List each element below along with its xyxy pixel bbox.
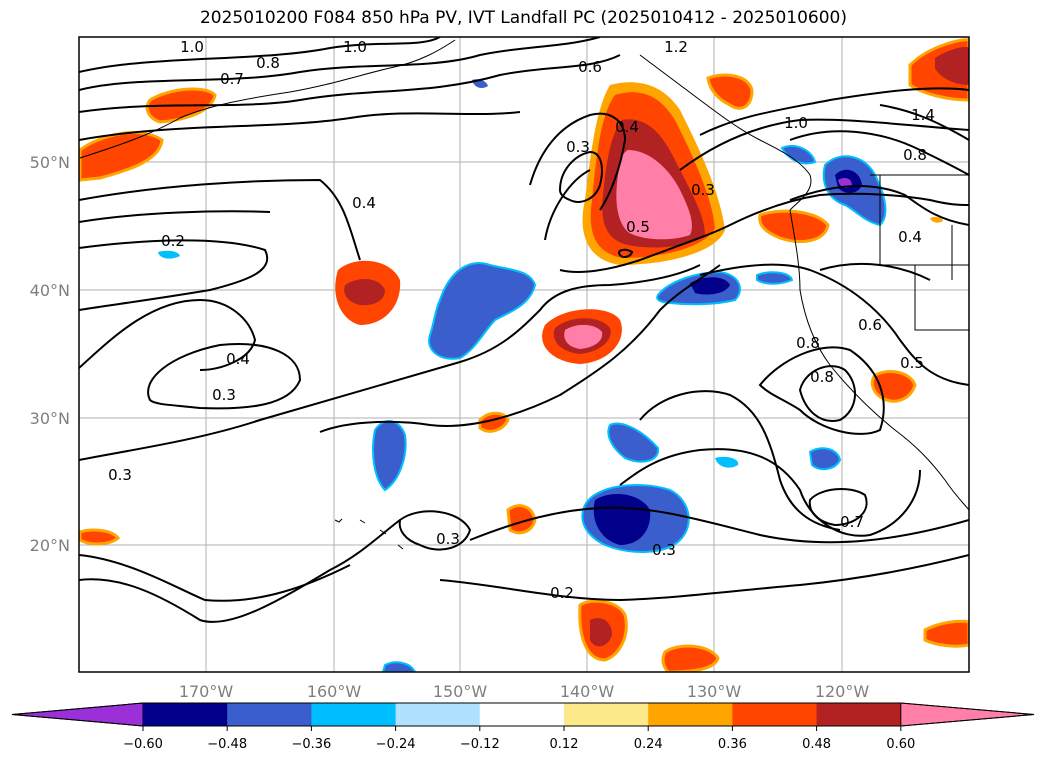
contour-label: 1.0 bbox=[180, 38, 204, 56]
map-title: 2025010200 F084 850 hPa PV, IVT Landfall… bbox=[199, 8, 847, 28]
contour-label: 0.8 bbox=[810, 368, 834, 386]
colorbar-extend-max bbox=[900, 702, 1035, 727]
lon-tick-label: 170°W bbox=[179, 682, 234, 701]
contour-label-group: 1.0 1.0 1.2 0.7 0.8 0.6 0.4 0.3 0.5 0.3 … bbox=[108, 38, 935, 602]
pv-blob-positive bbox=[79, 131, 164, 182]
lon-tick-label: 150°W bbox=[433, 682, 488, 701]
lon-tick-label: 160°W bbox=[307, 682, 362, 701]
colorbar-swatch bbox=[227, 703, 312, 726]
pv-blob-negative bbox=[607, 422, 660, 463]
colorbar: −0.60 −0.48 −0.36 −0.24 −0.12 0.12 0.24 0.36 0.4… bbox=[11, 702, 1035, 752]
lat-tick-label: 40°N bbox=[30, 281, 70, 300]
contour-label: 0.4 bbox=[226, 350, 250, 368]
contour-label: 0.6 bbox=[858, 316, 882, 334]
colorbar-swatch bbox=[564, 703, 649, 726]
contour-label: 1.2 bbox=[664, 38, 688, 56]
contour-label: 0.4 bbox=[352, 194, 376, 212]
colorbar-tick-label: 0.60 bbox=[886, 737, 915, 752]
colorbar-tick-label: 0.24 bbox=[634, 737, 663, 752]
lat-axis: 50°N 40°N 30°N 20°N bbox=[30, 153, 70, 555]
contour-label: 0.3 bbox=[212, 386, 236, 404]
colorbar-swatch bbox=[143, 703, 228, 726]
colorbar-tick-label: −0.36 bbox=[291, 737, 331, 752]
colorbar-tick-label: −0.48 bbox=[207, 737, 247, 752]
colorbar-swatch bbox=[816, 703, 902, 726]
lon-axis: 170°W 160°W 150°W 140°W 130°W 120°W bbox=[179, 682, 870, 701]
contour-label: 0.4 bbox=[615, 118, 639, 136]
contour-lines bbox=[79, 37, 969, 623]
map-plot-area bbox=[79, 37, 969, 672]
colorbar-tick-label: −0.24 bbox=[376, 737, 416, 752]
contour-label: 0.5 bbox=[626, 218, 650, 236]
contour-label: 0.5 bbox=[900, 354, 924, 372]
colorbar-tick-label: −0.12 bbox=[460, 737, 500, 752]
colorbar-swatch bbox=[311, 703, 397, 726]
contour-label: 1.0 bbox=[784, 114, 808, 132]
contour-label: 0.2 bbox=[550, 584, 574, 602]
lon-tick-label: 130°W bbox=[687, 682, 742, 701]
contour-label: 0.7 bbox=[220, 70, 244, 88]
lon-tick-label: 120°W bbox=[815, 682, 870, 701]
colorbar-swatch bbox=[648, 703, 733, 726]
contour-label: 0.3 bbox=[436, 530, 460, 548]
colorbar-tick-label: −0.60 bbox=[123, 737, 163, 752]
contour-label: 0.4 bbox=[898, 228, 922, 246]
contour-label: 0.8 bbox=[796, 334, 820, 352]
colorbar-tick-label: 0.12 bbox=[550, 737, 579, 752]
contour-label: 0.6 bbox=[578, 58, 602, 76]
contour-label: 0.3 bbox=[108, 466, 132, 484]
contour-label: 0.2 bbox=[161, 232, 185, 250]
contour-label: 1.4 bbox=[911, 106, 935, 124]
lon-tick-label: 140°W bbox=[560, 682, 615, 701]
contour-label: 0.3 bbox=[691, 181, 715, 199]
colorbar-tick-label: 0.48 bbox=[802, 737, 831, 752]
colorbar-swatch bbox=[479, 703, 565, 726]
lat-tick-label: 20°N bbox=[30, 536, 70, 555]
colorbar-swatch bbox=[732, 703, 818, 726]
colorbar-extend-min bbox=[11, 702, 144, 727]
lat-tick-label: 30°N bbox=[30, 409, 70, 428]
contour-label: 0.8 bbox=[903, 146, 927, 164]
colorbar-swatch bbox=[395, 703, 481, 726]
contour-label: 0.3 bbox=[566, 138, 590, 156]
contour-label: 0.7 bbox=[840, 513, 864, 531]
contour-label: 0.3 bbox=[652, 541, 676, 559]
coastlines bbox=[79, 39, 969, 550]
contour-label: 0.8 bbox=[256, 54, 280, 72]
contour-label: 1.0 bbox=[343, 38, 367, 56]
map-frame bbox=[78, 36, 970, 673]
lat-tick-label: 50°N bbox=[30, 153, 70, 172]
colorbar-tick-label: 0.36 bbox=[718, 737, 747, 752]
pv-blob-negative bbox=[428, 262, 537, 360]
